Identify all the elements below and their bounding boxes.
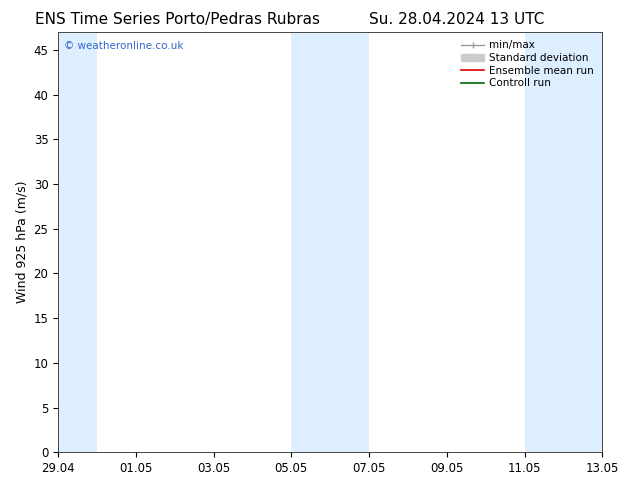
Text: © weatheronline.co.uk: © weatheronline.co.uk: [63, 41, 183, 50]
Bar: [524, 32, 564, 452]
Bar: [330, 32, 369, 452]
Legend: min/max, Standard deviation, Ensemble mean run, Controll run: min/max, Standard deviation, Ensemble me…: [458, 37, 597, 92]
Text: Su. 28.04.2024 13 UTC: Su. 28.04.2024 13 UTC: [369, 12, 544, 27]
Text: ENS Time Series Porto/Pedras Rubras: ENS Time Series Porto/Pedras Rubras: [35, 12, 320, 27]
Bar: [292, 32, 330, 452]
Bar: [564, 32, 602, 452]
Y-axis label: Wind 925 hPa (m/s): Wind 925 hPa (m/s): [15, 181, 28, 303]
Bar: [58, 32, 97, 452]
